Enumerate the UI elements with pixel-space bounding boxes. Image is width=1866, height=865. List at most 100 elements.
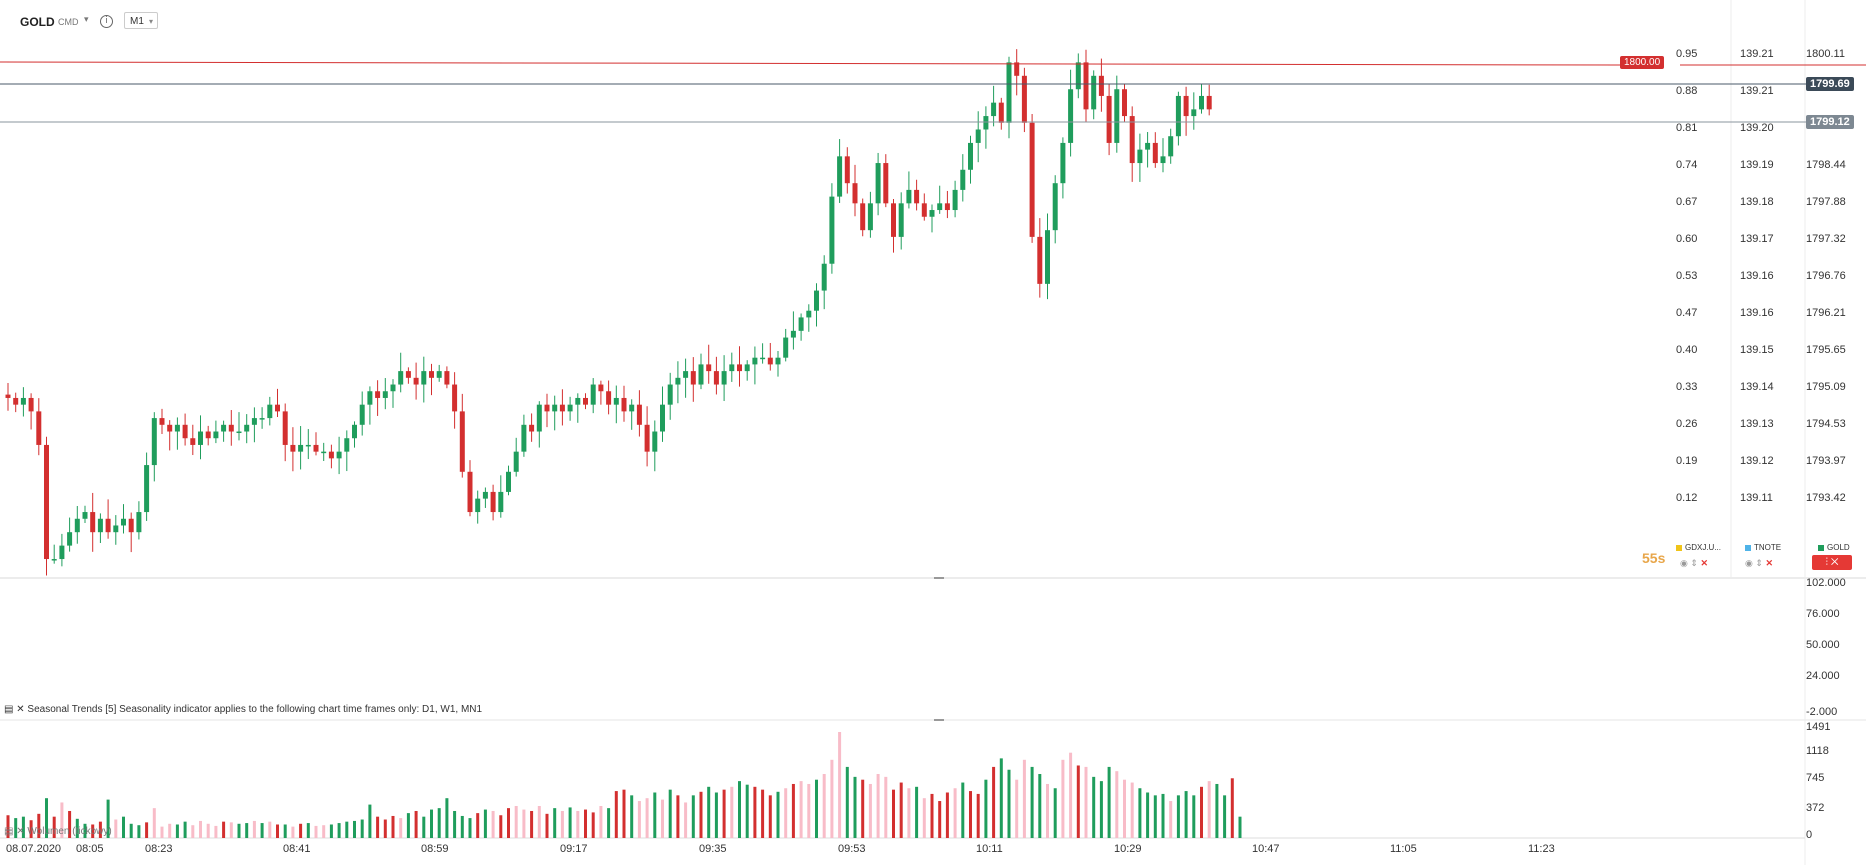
candle-body [806, 310, 812, 318]
indicator-axis-label: 24.000 [1806, 670, 1840, 682]
tnote-axis-label: 139.15 [1740, 344, 1774, 356]
volume-bar [252, 820, 256, 838]
legend-item-gdxj[interactable]: GDXJ.U... [1676, 543, 1721, 552]
candle-body [1060, 142, 1066, 184]
volume-close-icon[interactable]: ✕ [16, 826, 25, 837]
volume-bar [899, 782, 903, 838]
volume-bar [306, 823, 310, 838]
candle-body [405, 371, 411, 378]
volume-settings-icon[interactable]: ▤ [4, 826, 14, 837]
candle-body [390, 384, 396, 392]
tnote-axis-label: 139.20 [1740, 122, 1774, 134]
candle-body [860, 203, 866, 231]
candle-body [36, 411, 42, 445]
volume-bar [984, 779, 988, 838]
volume-bar [992, 766, 996, 838]
gdxj-controls[interactable]: ◉ ⇕ ✕ [1680, 558, 1708, 569]
volume-bar [1030, 766, 1034, 838]
candle-body [814, 290, 819, 311]
gdxj-axis-label: 0.26 [1676, 418, 1698, 430]
eye-icon[interactable]: ◉ [1745, 558, 1753, 568]
eye-icon[interactable]: ◉ [1680, 558, 1688, 568]
candle-body [28, 397, 34, 412]
candle-body [721, 371, 727, 385]
candle-body [59, 545, 65, 560]
timeframe-select[interactable]: M1 ▾ [124, 12, 158, 29]
close-icon[interactable]: ✕ [1830, 557, 1839, 568]
candle-countdown: 55s [1642, 550, 1666, 566]
candle-body [559, 404, 565, 412]
candle-body [1122, 89, 1127, 117]
reorder-icon[interactable]: ⇕ [1755, 558, 1763, 568]
indicator-close-icon[interactable]: ✕ [16, 704, 25, 715]
legend-item-tnote[interactable]: TNOTE [1745, 543, 1781, 552]
volume-bar [607, 808, 611, 838]
candle-body [783, 337, 789, 358]
candle-body [590, 384, 596, 405]
indicator-settings-icon[interactable]: ▤ [4, 704, 14, 715]
volume-bar [45, 798, 48, 838]
volume-bar [37, 813, 41, 838]
volume-bar [14, 818, 18, 838]
volume-bar [691, 795, 695, 838]
tnote-controls[interactable]: ◉ ⇕ ✕ [1745, 558, 1773, 569]
candle-body [1152, 142, 1158, 164]
candle-body [67, 532, 73, 546]
candle-body [583, 397, 588, 405]
volume-bar [761, 789, 765, 838]
volume-bar [337, 823, 341, 838]
volume-bar [1022, 759, 1026, 838]
volume-bar [938, 801, 942, 838]
volume-bar [345, 821, 349, 838]
time-axis-label: 10:11 [976, 843, 1003, 855]
volume-bar [383, 819, 387, 838]
alert-price-tag[interactable]: 1800.00 [1620, 56, 1665, 69]
candle-body [144, 465, 150, 513]
info-icon[interactable]: i [100, 15, 113, 28]
candle-body [744, 364, 750, 372]
time-axis-label: 08:59 [421, 843, 449, 855]
volume-bar [560, 810, 564, 838]
candle-body [937, 203, 943, 211]
legend-swatch-icon [1818, 544, 1824, 551]
volume-bar [514, 806, 518, 838]
candle-body [498, 491, 504, 513]
volume-bar [1061, 759, 1065, 838]
candle-body [929, 210, 935, 217]
volume-bar [276, 824, 279, 838]
candle-body [683, 371, 689, 378]
volume-bar [738, 781, 741, 838]
candle-body [459, 411, 465, 472]
candle-body [298, 444, 304, 452]
close-icon[interactable]: ✕ [1700, 558, 1708, 568]
candle-body [1145, 142, 1151, 150]
volume-bar [1053, 788, 1057, 838]
candle-body [190, 438, 196, 445]
candle-body [198, 431, 203, 445]
candle-type-icon[interactable]: ⫶ [1825, 557, 1829, 568]
legend-item-gold[interactable]: GOLD [1818, 543, 1850, 552]
volume-bar [291, 826, 295, 838]
volume-bar [1123, 779, 1126, 838]
candle-body [1014, 62, 1020, 76]
reorder-icon[interactable]: ⇕ [1690, 558, 1698, 568]
volume-bar [614, 791, 618, 838]
volume-bar [199, 820, 202, 838]
volume-bar [245, 823, 249, 838]
candle-body [1052, 183, 1058, 231]
candle-body [529, 424, 535, 432]
volume-bar [815, 779, 818, 838]
close-icon[interactable]: ✕ [1765, 558, 1773, 568]
volume-bar [969, 791, 972, 838]
volume-bar [768, 795, 772, 838]
gold-controls[interactable]: ⫶ ✕ [1812, 555, 1852, 570]
volume-bar [175, 824, 179, 838]
candle-body [313, 444, 319, 452]
volume-bar [745, 784, 749, 838]
candle-body [698, 364, 704, 385]
candle-body [621, 397, 627, 412]
gdxj-axis-label: 0.40 [1676, 344, 1698, 356]
instrument-dropdown-chevron-icon[interactable]: ▾ [84, 14, 89, 24]
candle-body [1191, 109, 1197, 117]
